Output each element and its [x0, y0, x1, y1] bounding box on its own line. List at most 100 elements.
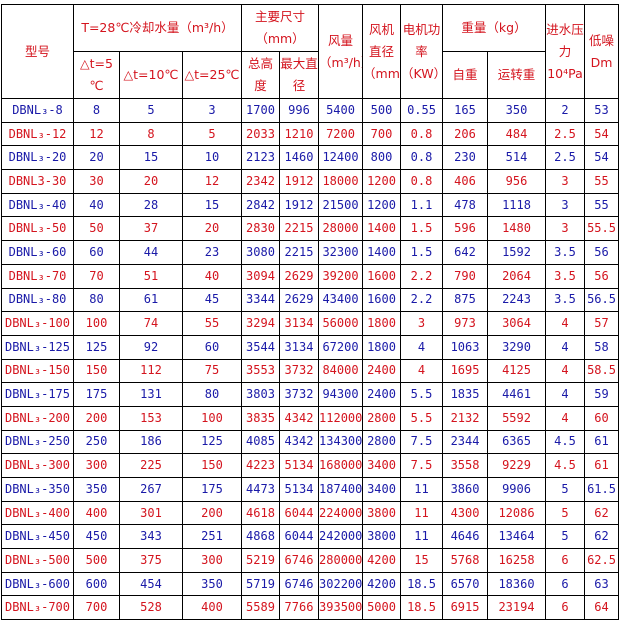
cell-air-volume: 112000 [318, 405, 364, 431]
cell-max-diameter: 6044 [278, 500, 320, 526]
cell-air-volume: 242000 [318, 524, 364, 550]
table-body: DBNL₃-8 8 5 3 1700 996 5400 500 0.55 165 350 2 53 DBN… [1, 98, 620, 621]
cell-motor-power: 5.5 [400, 405, 444, 431]
cell-self-weight: 6570 [442, 571, 489, 597]
cell-max-diameter: 2629 [278, 287, 320, 313]
cell-self-weight: 2132 [442, 405, 489, 431]
table-row: DBNL₃-200 200 153 100 3835 4342 112000 2800 5.5 2… [1, 405, 620, 431]
cell-fan-diameter: 3800 [362, 524, 402, 550]
cell-inlet-pressure: 3.5 [545, 263, 586, 289]
cell-motor-power: 0.55 [400, 98, 444, 123]
cell-model: DBNL₃-70 [1, 263, 74, 289]
cell-fan-diameter: 4200 [362, 571, 402, 597]
cell-dt25: 40 [182, 263, 242, 289]
cell-dt25: 100 [182, 405, 242, 431]
cell-fan-diameter: 800 [362, 145, 402, 171]
cell-motor-power: 3 [400, 311, 444, 336]
cell-total-height: 2830 [241, 216, 280, 242]
cell-max-diameter: 996 [278, 98, 320, 123]
cell-model: DBNL₃-350 [1, 477, 74, 502]
cell-motor-power: 7.5 [400, 453, 444, 478]
cell-dt10: 20 [119, 169, 183, 194]
cell-dt10: 131 [119, 382, 183, 407]
cell-dt5: 500 [73, 548, 120, 573]
cell-dt5: 150 [73, 358, 120, 384]
table-row: DBNL₃-600 600 454 350 5719 6746 302200 4200 18.5… [1, 571, 620, 597]
cell-inlet-pressure: 4.5 [545, 429, 586, 455]
table-row: DBNL₃-8 8 5 3 1700 996 5400 500 0.55 165 350 2 53 [1, 98, 620, 123]
cell-dt25: 80 [182, 382, 242, 407]
cell-dt5: 250 [73, 429, 120, 455]
cell-inlet-pressure: 4 [545, 334, 586, 360]
cell-dt25: 75 [182, 358, 242, 384]
cell-total-height: 1700 [241, 98, 280, 123]
cell-dt25: 5 [182, 121, 242, 147]
cell-max-diameter: 5134 [278, 477, 320, 502]
cell-motor-power: 5.5 [400, 382, 444, 407]
cell-operating-weight: 13464 [487, 524, 547, 550]
cell-operating-weight: 23194 [487, 595, 547, 621]
cell-operating-weight: 4461 [487, 382, 547, 407]
cell-dt10: 225 [119, 453, 183, 478]
cell-motor-power: 0.8 [400, 145, 444, 171]
cell-dt5: 450 [73, 524, 120, 550]
cell-total-height: 4868 [241, 524, 280, 550]
cell-dt5: 700 [73, 595, 120, 621]
cell-motor-power: 7.5 [400, 429, 444, 455]
cell-air-volume: 56000 [318, 311, 364, 336]
cell-model: DBNL₃-700 [1, 595, 74, 621]
cell-max-diameter: 1210 [278, 121, 320, 147]
header-main-dimensions: 主要尺寸（mm） [240, 4, 320, 52]
cell-dt10: 51 [119, 263, 183, 289]
cell-total-height: 2842 [241, 192, 280, 218]
cell-self-weight: 2344 [442, 429, 489, 455]
cell-motor-power: 1.1 [400, 192, 444, 218]
cell-noise: 60 [584, 405, 620, 431]
cell-model: DBNL₃-125 [1, 334, 74, 360]
cell-self-weight: 3558 [442, 453, 489, 478]
cell-dt10: 375 [119, 548, 183, 573]
cell-self-weight: 6915 [442, 595, 489, 621]
cell-total-height: 3094 [241, 263, 280, 289]
cell-dt25: 251 [182, 524, 242, 550]
cell-air-volume: 224000 [318, 500, 364, 526]
cell-air-volume: 32300 [318, 240, 364, 265]
cell-motor-power: 1.5 [400, 216, 444, 242]
cell-noise: 59 [584, 382, 620, 407]
cell-dt25: 400 [182, 595, 242, 621]
cell-air-volume: 39200 [318, 263, 364, 289]
table-row: DBNL₃-700 700 528 400 5589 7766 393500 5000 18.5… [1, 595, 620, 621]
cell-motor-power: 2.2 [400, 287, 444, 313]
cell-dt10: 153 [119, 405, 183, 431]
cell-max-diameter: 4342 [278, 405, 320, 431]
cell-fan-diameter: 5000 [362, 595, 402, 621]
cell-operating-weight: 514 [487, 145, 547, 171]
cell-fan-diameter: 700 [362, 121, 402, 147]
cell-model: DBNL₃-500 [1, 548, 74, 573]
cell-noise: 64 [584, 595, 620, 621]
cell-model: DBNL₃-80 [1, 287, 74, 313]
header-motor-power: 电机功率（KW） [400, 4, 444, 99]
cell-noise: 58 [584, 334, 620, 360]
cell-inlet-pressure: 2.5 [545, 121, 586, 147]
cell-dt5: 400 [73, 500, 120, 526]
cell-inlet-pressure: 2 [545, 98, 586, 123]
cell-dt25: 3 [182, 98, 242, 123]
cell-dt10: 186 [119, 429, 183, 455]
cell-fan-diameter: 2400 [362, 382, 402, 407]
cell-dt25: 60 [182, 334, 242, 360]
cell-operating-weight: 956 [487, 169, 547, 194]
cell-motor-power: 11 [400, 524, 444, 550]
cell-dt5: 30 [73, 169, 120, 194]
cell-inlet-pressure: 4 [545, 311, 586, 336]
cell-fan-diameter: 2800 [362, 429, 402, 455]
table-row: DBNL₃-300 300 225 150 4223 5134 168000 3400 7.5 3… [1, 453, 620, 478]
cell-inlet-pressure: 6 [545, 548, 586, 573]
cell-motor-power: 0.8 [400, 169, 444, 194]
table-row: DBNL₃-12 12 8 5 2033 1210 7200 700 0.8 206 484 2.5 5… [1, 121, 620, 147]
cell-dt10: 37 [119, 216, 183, 242]
cell-operating-weight: 2243 [487, 287, 547, 313]
cell-self-weight: 165 [442, 98, 489, 123]
cell-operating-weight: 16258 [487, 548, 547, 573]
cell-self-weight: 206 [442, 121, 489, 147]
